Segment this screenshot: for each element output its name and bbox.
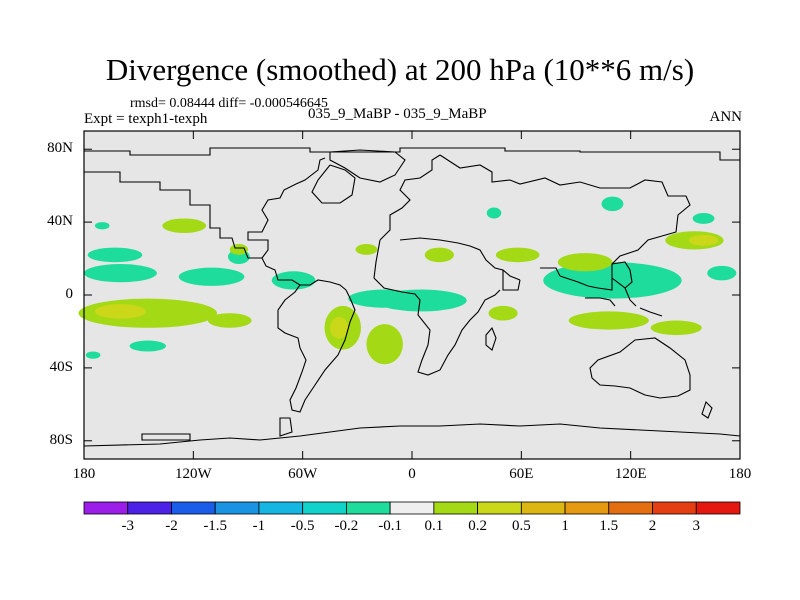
colorbar-label: 0.2 bbox=[468, 518, 487, 534]
colorbar-swatch bbox=[83, 501, 129, 515]
colorbar-label: -1 bbox=[252, 518, 266, 534]
divergence-region bbox=[424, 247, 454, 263]
colorbar-swatch bbox=[652, 501, 697, 515]
colorbar bbox=[83, 501, 741, 515]
x-tick-label: 180 bbox=[728, 466, 752, 482]
convergence-region bbox=[94, 222, 110, 230]
colorbar-label: 3 bbox=[692, 518, 701, 534]
period-label: ANN bbox=[709, 109, 743, 125]
colorbar-label: 0.5 bbox=[511, 518, 531, 534]
convergence-region bbox=[129, 340, 166, 352]
convergence-region bbox=[178, 267, 245, 286]
divergence-region bbox=[330, 316, 349, 339]
divergence-region bbox=[229, 243, 248, 255]
divergence-region bbox=[495, 247, 540, 263]
stats-line: rmsd= 0.08444 diff= -0.000546645 bbox=[130, 96, 328, 111]
colorbar-label: 2 bbox=[648, 518, 657, 534]
colorbar-swatch bbox=[127, 501, 172, 515]
x-tick-label: 120E bbox=[614, 466, 647, 482]
colorbar-swatch bbox=[608, 501, 653, 515]
colorbar-label: 1 bbox=[561, 518, 569, 534]
x-tick-label: 60W bbox=[288, 466, 318, 482]
experiment-label: Expt = texph1-texph bbox=[84, 111, 208, 127]
divergence-region bbox=[488, 305, 518, 321]
y-tick-label: 80S bbox=[49, 431, 73, 448]
colorbar-label: -3 bbox=[121, 518, 134, 534]
y-tick-label: 40S bbox=[49, 358, 73, 375]
divergence-region bbox=[688, 234, 719, 246]
divergence-region bbox=[568, 311, 649, 330]
divergence-region bbox=[366, 324, 403, 365]
colorbar-swatch bbox=[302, 501, 347, 515]
y-tick-label: 0 bbox=[65, 286, 74, 302]
convergence-region bbox=[601, 196, 624, 212]
colorbar-label: -1.5 bbox=[203, 518, 228, 534]
colorbar-swatch bbox=[258, 501, 304, 515]
map-panel bbox=[78, 130, 741, 460]
divergence-region bbox=[355, 243, 378, 255]
axis-ticks bbox=[83, 131, 741, 459]
colorbar-label: -2 bbox=[165, 518, 178, 534]
colorbar-label: -0.2 bbox=[334, 518, 359, 534]
divergence-field bbox=[78, 196, 737, 365]
divergence-region bbox=[207, 313, 252, 328]
divergence-region bbox=[94, 304, 146, 319]
y-tick-label: 80N bbox=[47, 140, 73, 157]
colorbar-swatch bbox=[389, 501, 435, 515]
coastlines bbox=[83, 147, 741, 447]
convergence-region bbox=[87, 247, 143, 263]
convergence-region bbox=[486, 207, 502, 219]
x-tick-label: 0 bbox=[408, 466, 416, 482]
convergence-region bbox=[707, 265, 737, 281]
case-label: 035_9_MaBP - 035_9_MaBP bbox=[308, 106, 487, 122]
convergence-region bbox=[85, 351, 101, 359]
colorbar-label: -0.5 bbox=[290, 518, 315, 534]
colorbar-swatch bbox=[214, 501, 260, 515]
divergence-region bbox=[557, 253, 613, 272]
x-tick-label: 180 bbox=[72, 466, 96, 482]
colorbar-swatch bbox=[345, 501, 391, 515]
colorbar-swatch bbox=[564, 501, 610, 515]
convergence-region bbox=[375, 289, 467, 312]
x-tick-label: 60E bbox=[509, 466, 534, 482]
figure-title: Divergence (smoothed) at 200 hPa (10**6 … bbox=[105, 52, 695, 87]
y-tick-label: 40N bbox=[47, 213, 73, 230]
colorbar-swatch bbox=[433, 501, 479, 515]
colorbar-swatch bbox=[477, 501, 522, 515]
convergence-region bbox=[84, 264, 157, 283]
divergence-region bbox=[650, 320, 702, 336]
x-tick-label: 120W bbox=[174, 466, 212, 482]
colorbar-swatch bbox=[171, 501, 216, 515]
divergence-region bbox=[162, 218, 207, 234]
colorbar-swatch bbox=[520, 501, 566, 515]
colorbar-label: 1.5 bbox=[599, 518, 619, 534]
colorbar-label: -0.1 bbox=[378, 518, 402, 534]
convergence-region bbox=[692, 213, 715, 224]
colorbar-label: 0.1 bbox=[424, 518, 444, 534]
colorbar-swatch bbox=[695, 501, 741, 515]
